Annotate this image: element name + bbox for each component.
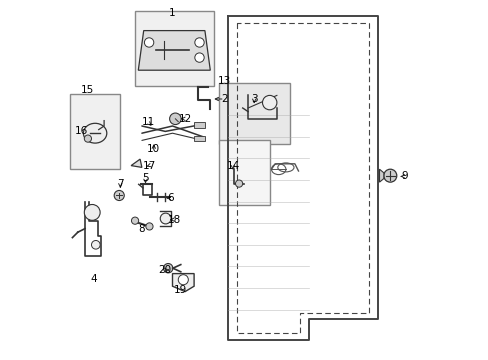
Circle shape xyxy=(194,38,204,47)
Text: 12: 12 xyxy=(178,114,191,124)
Text: 15: 15 xyxy=(81,85,94,95)
Text: 11: 11 xyxy=(141,117,154,127)
Text: 8: 8 xyxy=(138,224,145,234)
Circle shape xyxy=(163,264,172,273)
Circle shape xyxy=(383,169,396,182)
Text: 17: 17 xyxy=(142,161,155,171)
Polygon shape xyxy=(172,274,194,292)
Circle shape xyxy=(235,180,242,187)
Circle shape xyxy=(114,190,124,201)
Polygon shape xyxy=(138,31,210,70)
Bar xyxy=(194,136,204,141)
Circle shape xyxy=(145,223,153,230)
Circle shape xyxy=(178,275,188,285)
Text: 16: 16 xyxy=(75,126,88,136)
Circle shape xyxy=(84,204,100,220)
Circle shape xyxy=(262,95,276,110)
Text: 18: 18 xyxy=(167,215,181,225)
Bar xyxy=(70,94,120,169)
Bar xyxy=(194,122,204,128)
Text: 1: 1 xyxy=(169,8,176,18)
Text: 9: 9 xyxy=(401,171,407,181)
Text: 5: 5 xyxy=(142,173,148,183)
Circle shape xyxy=(160,213,171,224)
Circle shape xyxy=(84,135,91,142)
Bar xyxy=(134,11,213,86)
Ellipse shape xyxy=(83,123,106,143)
Text: 13: 13 xyxy=(218,76,231,86)
Circle shape xyxy=(194,53,204,62)
Circle shape xyxy=(144,38,153,47)
Text: 10: 10 xyxy=(147,144,160,154)
Text: 20: 20 xyxy=(159,265,171,275)
Circle shape xyxy=(131,217,139,224)
Text: 2: 2 xyxy=(221,94,227,104)
Text: 7: 7 xyxy=(117,179,123,189)
Bar xyxy=(219,83,289,144)
Bar xyxy=(219,140,269,205)
Polygon shape xyxy=(131,159,142,167)
Circle shape xyxy=(169,113,181,125)
Polygon shape xyxy=(379,169,383,182)
Text: 14: 14 xyxy=(226,161,239,171)
Text: 19: 19 xyxy=(173,285,187,295)
Text: 3: 3 xyxy=(250,94,257,104)
Text: 6: 6 xyxy=(167,193,174,203)
Circle shape xyxy=(91,240,100,249)
Text: 4: 4 xyxy=(90,274,97,284)
